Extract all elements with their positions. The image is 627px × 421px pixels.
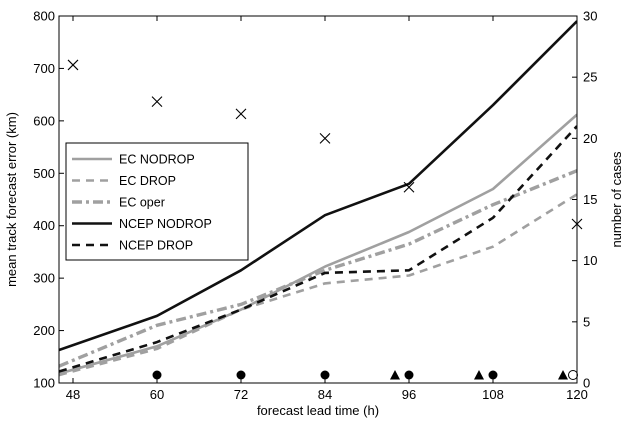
y-tick-label: 300 bbox=[33, 271, 55, 286]
y-tick-label: 200 bbox=[33, 323, 55, 338]
significance-dot bbox=[320, 370, 330, 380]
x-axis-label: forecast lead time (h) bbox=[257, 403, 379, 418]
legend-label: EC NODROP bbox=[119, 153, 195, 167]
significance-triangle bbox=[558, 370, 568, 380]
series-line-3 bbox=[59, 169, 577, 368]
y-tick-label: 400 bbox=[33, 218, 55, 233]
y-tick-label: 100 bbox=[33, 376, 55, 391]
series-lines bbox=[59, 20, 577, 377]
legend-label: EC DROP bbox=[119, 174, 176, 188]
x-tick-label: 96 bbox=[402, 387, 416, 402]
y-tick-label: 600 bbox=[33, 113, 55, 128]
x-tick-label: 60 bbox=[150, 387, 164, 402]
series-line-2 bbox=[59, 193, 577, 377]
y2-axis-label: number of cases bbox=[609, 151, 624, 248]
significance-triangle bbox=[390, 370, 400, 380]
significance-dot bbox=[152, 370, 162, 380]
cases-marker bbox=[67, 59, 79, 71]
series-line-5 bbox=[59, 125, 577, 373]
x-tick-label: 108 bbox=[482, 387, 504, 402]
y2-tick-label: 30 bbox=[583, 9, 597, 24]
significance-dot bbox=[488, 370, 498, 380]
cases-marker bbox=[151, 96, 163, 108]
x-tick-label: 72 bbox=[234, 387, 248, 402]
x-tick-label: 84 bbox=[318, 387, 332, 402]
y2-tick-label: 20 bbox=[583, 131, 597, 146]
cases-marker bbox=[403, 181, 415, 193]
y2-tick-label: 0 bbox=[583, 376, 590, 391]
significance-dot bbox=[236, 370, 246, 380]
y-tick-label: 500 bbox=[33, 166, 55, 181]
series-line-4 bbox=[59, 20, 577, 352]
y-tick-label: 700 bbox=[33, 61, 55, 76]
y2-tick-label: 25 bbox=[583, 70, 597, 85]
legend-label: NCEP DROP bbox=[119, 239, 193, 253]
significance-open-circle bbox=[568, 370, 578, 380]
y-axis-label: mean track forecast error (km) bbox=[4, 112, 19, 287]
legend-label: EC oper bbox=[119, 196, 165, 210]
y2-tick-label: 10 bbox=[583, 253, 597, 268]
y2-tick-label: 5 bbox=[583, 314, 590, 329]
x-tick-label: 120 bbox=[566, 387, 588, 402]
legend: EC NODROP EC DROP EC oper NCEP NODROP NCEP D… bbox=[65, 142, 249, 261]
cases-marker bbox=[319, 132, 331, 144]
series-line-1 bbox=[59, 113, 577, 375]
plot-area: 48 60 72 84 96 108 120100200300400500600700800… bbox=[4, 9, 624, 419]
y-tick-label: 800 bbox=[33, 9, 55, 24]
significance-triangle bbox=[474, 370, 484, 380]
x-tick-label: 48 bbox=[66, 387, 80, 402]
legend-label: NCEP NODROP bbox=[119, 217, 212, 231]
y2-tick-label: 15 bbox=[583, 192, 597, 207]
cases-marker bbox=[235, 108, 247, 120]
significance-dot bbox=[404, 370, 414, 380]
